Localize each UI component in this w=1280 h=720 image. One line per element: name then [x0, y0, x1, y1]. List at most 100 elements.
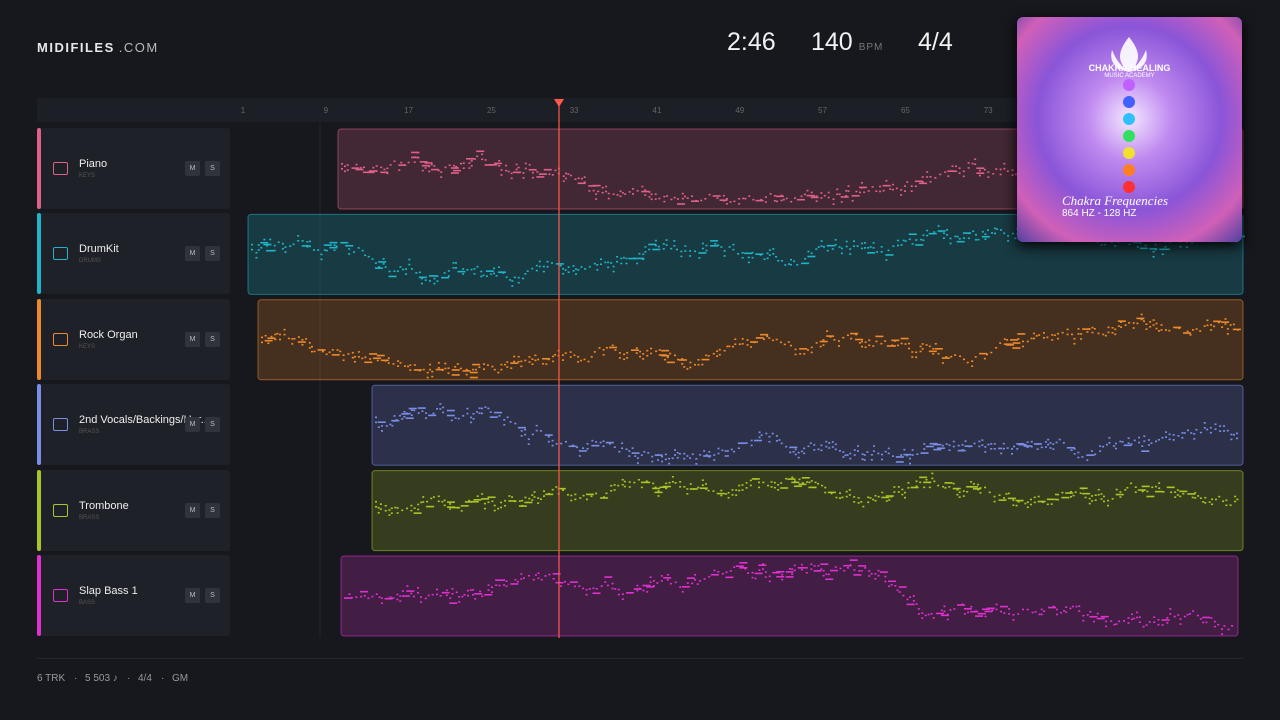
note — [826, 244, 835, 247]
note — [1073, 448, 1076, 450]
note — [936, 612, 945, 615]
note — [276, 332, 279, 335]
note — [459, 367, 462, 370]
note — [686, 488, 689, 490]
note — [1186, 330, 1189, 333]
note — [683, 457, 686, 460]
note — [912, 595, 915, 597]
solo-button[interactable]: S — [205, 246, 220, 262]
note — [775, 435, 778, 437]
note — [654, 239, 657, 242]
note — [1217, 321, 1220, 324]
solo-button[interactable]: S — [205, 502, 220, 518]
track-header[interactable]: DrumKit DRUMS M S — [37, 213, 230, 295]
note — [646, 349, 649, 352]
note — [1124, 489, 1127, 491]
note — [699, 487, 708, 490]
note — [1012, 614, 1015, 616]
note — [449, 597, 452, 599]
note — [970, 481, 973, 483]
note — [766, 252, 769, 255]
note — [915, 480, 918, 483]
note — [822, 574, 825, 577]
note — [1110, 620, 1113, 622]
track-header[interactable]: 2nd Vocals/Backings/Har... BRASS M S — [37, 384, 230, 466]
solo-button[interactable]: S — [205, 161, 220, 176]
note — [420, 501, 423, 504]
brand[interactable]: MIDIFILES .COM — [37, 40, 159, 55]
note — [652, 482, 655, 485]
note — [1040, 613, 1043, 616]
note — [473, 158, 476, 160]
note — [368, 170, 377, 172]
note — [1199, 431, 1202, 434]
note — [396, 598, 399, 601]
note — [470, 421, 473, 424]
note — [996, 228, 999, 230]
note — [819, 340, 828, 343]
note — [482, 274, 485, 277]
mute-button[interactable]: M — [185, 417, 200, 433]
note — [864, 567, 867, 569]
note — [405, 268, 408, 270]
note — [822, 344, 825, 346]
note — [801, 262, 810, 265]
note — [1127, 437, 1130, 440]
note — [1234, 500, 1237, 503]
note — [1157, 438, 1160, 441]
note — [593, 351, 596, 353]
solo-button[interactable]: S — [205, 588, 220, 603]
solo-button[interactable]: S — [205, 417, 220, 433]
note — [679, 486, 682, 488]
track-header[interactable]: Slap Bass 1 BASS M S — [37, 555, 230, 636]
note — [694, 579, 697, 581]
note — [1161, 619, 1170, 621]
footer-notes: 5 503 ♪ — [85, 673, 118, 684]
note — [780, 482, 783, 484]
note — [951, 170, 954, 172]
note — [623, 353, 626, 356]
note — [917, 608, 920, 610]
note — [455, 165, 458, 168]
note — [1100, 244, 1103, 246]
mute-button[interactable]: M — [185, 331, 200, 347]
note — [1091, 326, 1094, 329]
track-header[interactable]: Rock Organ KEYS M S — [37, 298, 230, 380]
mute-button[interactable]: M — [185, 246, 200, 262]
note — [848, 489, 851, 491]
note — [575, 273, 578, 275]
note — [323, 244, 332, 246]
note — [1010, 453, 1013, 455]
note — [844, 454, 847, 457]
note — [405, 417, 414, 420]
note — [990, 448, 993, 450]
note — [1140, 313, 1143, 316]
note — [898, 591, 901, 593]
note — [424, 597, 427, 600]
note — [880, 453, 883, 456]
track-header[interactable]: Piano KEYS M S — [37, 128, 230, 209]
mute-button[interactable]: M — [185, 588, 200, 603]
note — [1127, 622, 1130, 624]
solo-button[interactable]: S — [205, 331, 220, 347]
note — [642, 353, 645, 355]
note — [968, 445, 971, 448]
note — [752, 198, 755, 201]
note — [1211, 498, 1214, 501]
note — [762, 481, 765, 484]
note — [369, 358, 372, 360]
note — [435, 368, 444, 371]
note — [542, 270, 545, 273]
note — [517, 426, 526, 429]
note — [686, 577, 695, 579]
timeline: 1 9 17 25 33 41 49 57 65 73 — [240, 99, 1245, 638]
album-art[interactable]: CHAKRA HEALING MUSIC ACADEMY Chakra Freq… — [1017, 17, 1242, 242]
note — [396, 507, 399, 509]
note — [1173, 615, 1176, 618]
mute-button[interactable]: M — [185, 502, 200, 518]
track-header[interactable]: Trombone BRASS M S — [37, 469, 230, 551]
mute-button[interactable]: M — [185, 161, 200, 176]
note — [628, 455, 631, 457]
note — [493, 368, 496, 371]
note — [1210, 324, 1213, 326]
